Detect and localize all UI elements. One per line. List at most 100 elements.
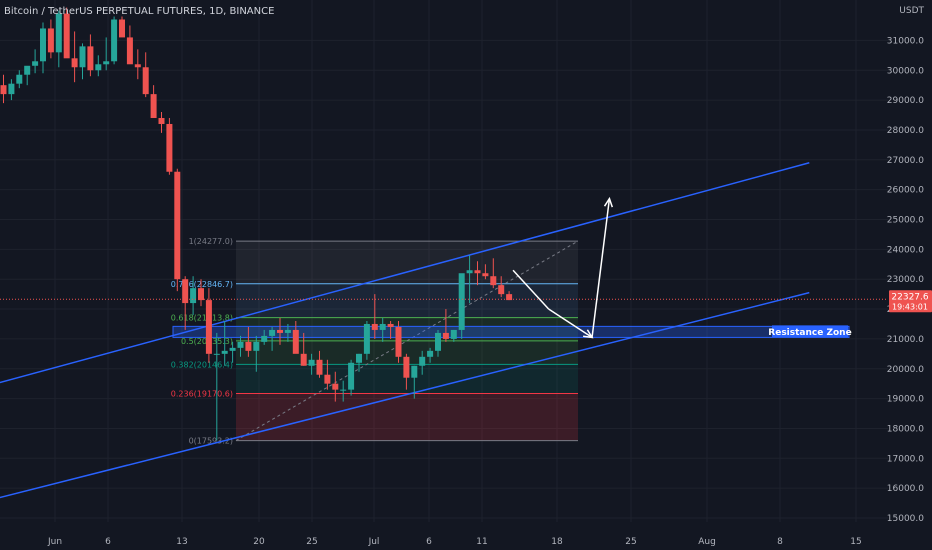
candle-body[interactable] — [119, 19, 125, 38]
candle-body[interactable] — [442, 332, 449, 339]
candle-body[interactable] — [32, 61, 39, 66]
candle-body[interactable] — [126, 37, 133, 65]
candle-body[interactable] — [0, 85, 7, 95]
time-axis-tick: Aug — [698, 537, 716, 547]
candle-body[interactable] — [198, 288, 204, 301]
candle-body[interactable] — [253, 341, 260, 351]
candle-body[interactable] — [292, 329, 299, 354]
candle-body[interactable] — [142, 67, 149, 95]
candle-body[interactable] — [182, 279, 189, 304]
candle-body[interactable] — [261, 335, 268, 342]
price-axis-tick: 16000.0 — [887, 484, 924, 494]
resistance-zone[interactable] — [172, 325, 850, 338]
price-axis-tick: 25000.0 — [887, 216, 924, 226]
candle-body[interactable] — [411, 365, 418, 378]
time-axis-tick: 25 — [306, 537, 317, 547]
fib-level-label: 0(17593.2) — [189, 437, 233, 446]
candle-body[interactable] — [395, 326, 402, 357]
time-axis-tick: Jul — [368, 537, 380, 547]
price-axis[interactable] — [888, 0, 932, 550]
fib-level-label: 0.236(19170.6) — [171, 390, 233, 399]
candle-body[interactable] — [16, 74, 23, 84]
time-axis-tick: 6 — [426, 537, 432, 547]
candle-body[interactable] — [340, 389, 347, 391]
candle-body[interactable] — [95, 64, 102, 71]
candle-body[interactable] — [245, 341, 252, 351]
fib-level-label: 0.618(21713.8) — [171, 314, 233, 323]
candle-body[interactable] — [24, 65, 31, 75]
price-axis-tick: 30000.0 — [887, 66, 924, 76]
chart-title: Bitcoin / TetherUS PERPETUAL FUTURES, 1D… — [4, 6, 274, 17]
time-axis-tick: Jun — [47, 537, 62, 547]
candle-body[interactable] — [55, 13, 62, 53]
time-axis[interactable] — [0, 528, 888, 550]
candle-body[interactable] — [213, 353, 220, 355]
candle-body[interactable] — [47, 28, 54, 53]
candle-body[interactable] — [316, 359, 323, 375]
candle-body[interactable] — [427, 350, 434, 357]
candle-body[interactable] — [490, 276, 497, 286]
candle-body[interactable] — [8, 83, 15, 95]
candle-body[interactable] — [419, 356, 426, 366]
candle-body[interactable] — [40, 28, 46, 62]
candle-body[interactable] — [237, 341, 244, 348]
candle-body[interactable] — [300, 353, 307, 366]
candle-body[interactable] — [103, 61, 110, 65]
candle-body[interactable] — [221, 350, 228, 354]
price-axis-tick: 28000.0 — [887, 126, 924, 136]
candle-body[interactable] — [205, 300, 212, 354]
candle-body[interactable] — [387, 323, 394, 327]
candle-body[interactable] — [269, 329, 276, 336]
candle-body[interactable] — [174, 171, 181, 280]
fib-level-label: 0.786(22846.7) — [171, 280, 233, 289]
candle-body[interactable] — [284, 329, 291, 333]
candle-body[interactable] — [450, 329, 457, 339]
candle-body[interactable] — [150, 94, 157, 119]
time-axis-tick: 13 — [176, 537, 187, 547]
candle-body[interactable] — [498, 285, 505, 295]
candle-body[interactable] — [332, 383, 339, 390]
candle-body[interactable] — [348, 362, 355, 390]
candle-body[interactable] — [79, 46, 86, 68]
candle-body[interactable] — [371, 323, 378, 330]
candle-body[interactable] — [190, 288, 197, 304]
candle-body[interactable] — [87, 46, 94, 71]
price-axis-tick: 15000.0 — [887, 514, 924, 524]
candle-body[interactable] — [403, 356, 410, 378]
time-axis-tick: 15 — [850, 537, 861, 547]
time-axis-tick: 20 — [253, 537, 265, 547]
candle-body[interactable] — [111, 19, 118, 62]
candle-body[interactable] — [482, 273, 489, 277]
channel-lower-line[interactable] — [0, 291, 810, 499]
candle-body[interactable] — [158, 118, 165, 124]
fib-zone — [236, 317, 578, 341]
projection-segment — [548, 308, 593, 339]
current-price-value: 22327.6 — [891, 292, 928, 302]
candle-body[interactable] — [166, 123, 173, 172]
candle-body[interactable] — [134, 64, 141, 68]
candle-body[interactable] — [363, 323, 370, 354]
candle-body[interactable] — [324, 374, 331, 384]
fib-zone — [236, 340, 578, 365]
candle-body[interactable] — [474, 270, 481, 274]
candle-body[interactable] — [458, 273, 465, 330]
candle-body[interactable] — [71, 58, 78, 68]
current-price-tag — [889, 290, 932, 313]
candle-body[interactable] — [277, 329, 283, 333]
projection-segment — [512, 269, 550, 310]
price-axis-tick: 23000.0 — [887, 275, 924, 285]
channel-upper-line[interactable] — [0, 162, 810, 384]
fib-zone — [236, 393, 578, 441]
candle-body[interactable] — [63, 13, 70, 59]
candle-body[interactable] — [466, 270, 473, 274]
candle-body[interactable] — [308, 359, 315, 366]
candle-body[interactable] — [379, 323, 386, 330]
time-axis-tick: 8 — [777, 537, 783, 547]
candle-body[interactable] — [506, 294, 513, 301]
candle-body[interactable] — [356, 353, 362, 363]
fib-zone — [236, 283, 578, 318]
candle-body[interactable] — [435, 332, 441, 351]
price-axis-tick: 27000.0 — [887, 156, 924, 166]
candle-body[interactable] — [229, 347, 236, 351]
